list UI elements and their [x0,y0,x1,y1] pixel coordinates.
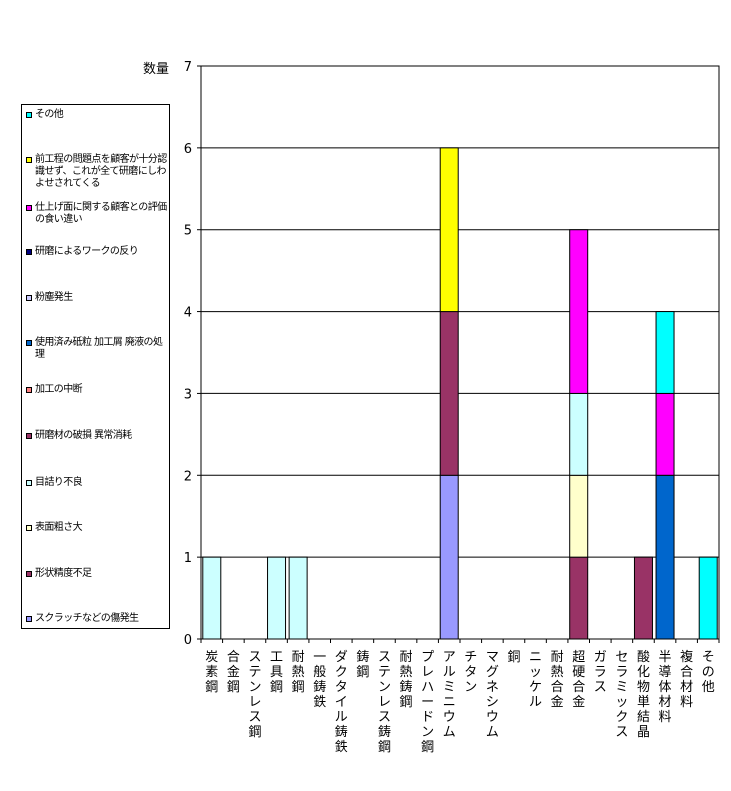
x-tick-label: ガラス [593,650,607,695]
legend-swatch [26,525,32,531]
bar-segment [633,556,653,640]
legend-swatch [26,157,32,163]
bar-segment [655,311,675,394]
legend-swatch [26,249,32,255]
legend-item: 加工の中断 [26,384,168,396]
x-tick-label: アルミニウム [442,650,456,740]
x-tick-label: 合金鋼 [226,650,240,695]
legend-swatch [26,616,32,622]
legend-label: 仕上げ面に関する顧客との評価の食い違い [35,202,167,225]
legend-label: 加工の中断 [35,384,83,395]
legend-item: 粉塵発生 [26,292,168,304]
x-tick-label: ステンレス鋳鋼 [377,650,391,755]
legend-label: 表面粗さ大 [35,522,83,533]
bar-segment [569,229,589,394]
x-tick-label: 鋳鋼 [356,650,370,680]
legend-item: その他 [26,109,168,121]
x-tick-label: ステンレス鋼 [248,650,262,740]
legend-item: 目詰り不良 [26,477,168,489]
x-tick-label: 一般鋳鉄 [313,650,327,710]
x-tick-label: 耐熱合金 [550,650,564,710]
plot-border [200,65,720,640]
legend-label: 目詰り不良 [35,477,83,488]
bar-segment [569,392,589,476]
bar-segment [698,556,718,640]
legend-label: 研磨材の破損 異常消耗 [35,430,132,441]
legend-label: 粉塵発生 [35,292,73,303]
legend-item: 仕上げ面に関する顧客との評価の食い違い [26,202,168,226]
x-tick-label: 超硬合金 [572,650,586,710]
legend-item: 表面粗さ大 [26,522,168,534]
x-tick-label: セラミックス [615,650,629,740]
legend-swatch [26,387,32,393]
x-tick-label: 炭素鋼 [205,650,219,695]
x-tick-label: チタン [464,650,478,695]
legend-item: 前工程の問題点を顧客が十分認識せず、これが全て研磨にしわよせされてくる [26,154,168,190]
bar-segment [267,556,287,640]
bar-segment [655,392,675,476]
y-tick-label: 0 [184,633,192,648]
x-tick-label: 工具鋼 [270,650,284,695]
x-tick-label: ニッケル [529,650,543,710]
x-tick-label: 銅 [507,650,521,665]
bar-segment [439,147,459,313]
legend-item: 研磨材の破損 異常消耗 [26,430,168,442]
x-tick-label: 酸化物単結晶 [636,650,650,740]
bar-segment [569,474,589,558]
legend-swatch [26,295,32,301]
legend-item: 形状精度不足 [26,568,168,580]
legend-label: その他 [35,109,64,120]
legend-item: スクラッチなどの傷発生 [26,613,168,625]
legend-swatch [26,480,32,486]
y-tick-label: 2 [184,469,192,484]
y-tick-label: 7 [184,60,192,75]
x-tick-label: ダクタイル鋳鉄 [334,650,348,755]
bar-segment [655,474,675,640]
legend: その他前工程の問題点を顧客が十分認識せず、これが全て研磨にしわよせされてくる仕上… [21,104,170,629]
y-tick-label: 3 [184,387,192,402]
x-tick-label: 耐熱鋼 [291,650,305,695]
y-tick-label: 4 [184,306,192,321]
bar-segment [439,311,459,476]
x-tick-label: その他 [701,650,715,695]
y-tick-label: 6 [184,142,192,157]
x-tick-label: 半導体材料 [658,650,672,725]
legend-label: 使用済み砥粒 加工屑 廃液の処理 [35,337,163,360]
legend-swatch [26,571,32,577]
x-tick-label: マグネシウム [485,650,499,740]
legend-label: 形状精度不足 [35,568,92,579]
bar-segment [202,556,222,640]
y-tick-label: 1 [184,551,192,566]
x-tick-label: 複合材料 [680,650,694,710]
x-tick-label: 耐熱鋳鋼 [399,650,413,710]
legend-swatch [26,205,32,211]
bar-segment [288,556,308,640]
y-tick-label: 5 [184,224,192,239]
legend-swatch [26,112,32,118]
y-axis-title: 数量 [143,62,170,77]
bar-segment [569,556,589,640]
legend-item: 使用済み砥粒 加工屑 廃液の処理 [26,337,168,361]
legend-label: スクラッチなどの傷発生 [35,613,139,624]
legend-label: 研磨によるワークの反り [35,246,139,257]
legend-item: 研磨によるワークの反り [26,246,168,258]
legend-swatch [26,433,32,439]
x-tick-label: プレハードン鋼 [421,650,435,755]
bar-segment [439,474,459,640]
legend-label: 前工程の問題点を顧客が十分認識せず、これが全て研磨にしわよせされてくる [35,154,167,189]
legend-swatch [26,340,32,346]
